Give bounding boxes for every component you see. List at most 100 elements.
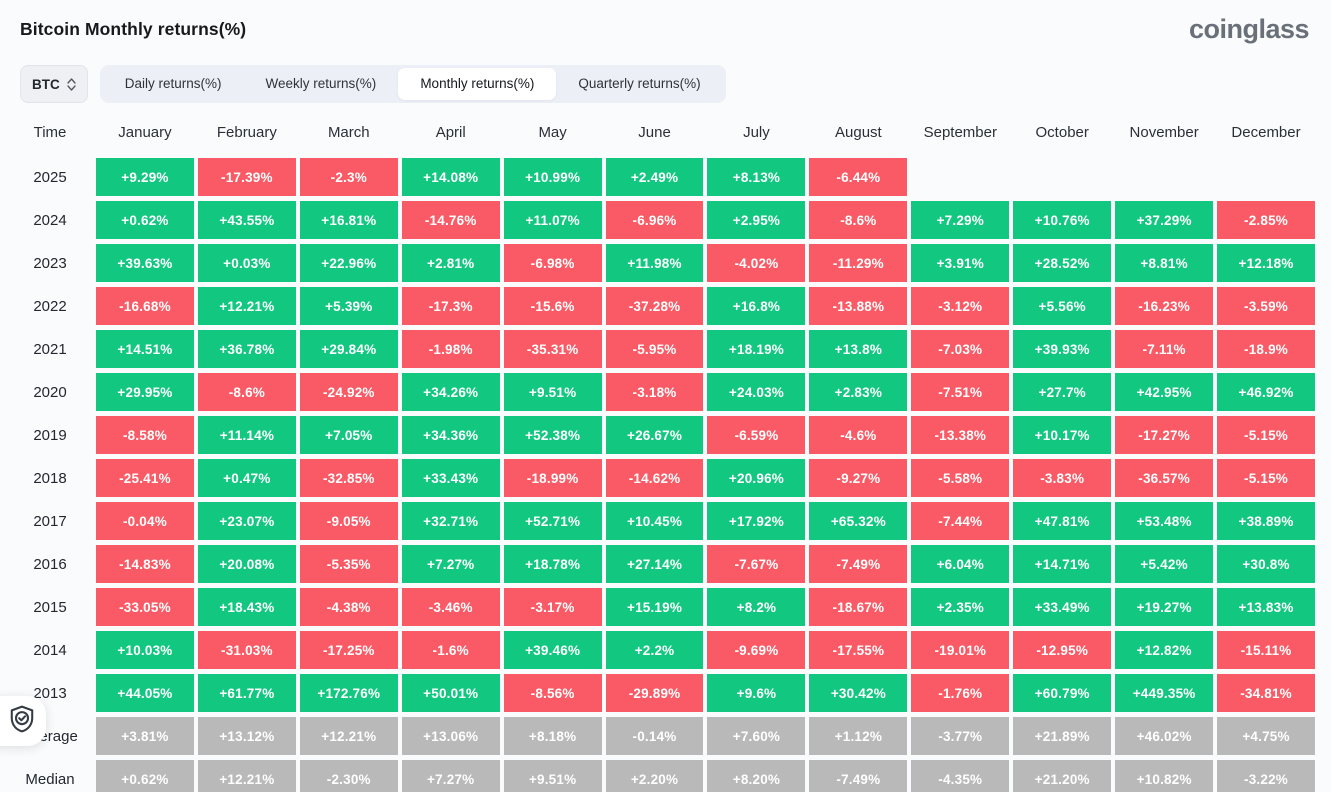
return-cell-2021-december: -18.9% xyxy=(1217,330,1315,368)
return-cell-median-april: +7.27% xyxy=(401,760,500,792)
return-cell-2019-september: -13.38% xyxy=(911,416,1010,454)
column-header-january: January xyxy=(118,123,172,141)
return-cell-2023-august: -11.29% xyxy=(809,244,908,282)
return-cell-2023-october: +28.52% xyxy=(1013,244,1112,282)
return-cell-2020-february: -8.6% xyxy=(197,373,296,411)
return-cell-median-august: -7.49% xyxy=(809,760,908,792)
return-cell-2016-december: +30.8% xyxy=(1217,545,1315,583)
return-cell-2014-april: -1.6% xyxy=(401,631,500,669)
controls-row: BTC Daily returns(%) Weekly returns(%) Mon… xyxy=(20,65,1311,103)
return-cell-2020-december: +46.92% xyxy=(1217,373,1315,411)
return-cell-2013-march: +172.76% xyxy=(299,674,398,712)
return-cell-2025-july: +8.13% xyxy=(707,158,806,196)
tab-monthly-returns[interactable]: Monthly returns(%) xyxy=(398,68,557,100)
return-cell-median-july: +8.20% xyxy=(707,760,806,792)
return-cell-2021-april: -1.98% xyxy=(401,330,500,368)
return-cell-2015-may: -3.17% xyxy=(503,588,602,626)
return-cell-2015-november: +19.27% xyxy=(1115,588,1214,626)
return-cell-2019-january: -8.58% xyxy=(96,416,194,454)
return-cell-2018-june: -14.62% xyxy=(605,459,704,497)
verification-badge[interactable] xyxy=(0,696,46,746)
return-cell-2021-july: +18.19% xyxy=(707,330,806,368)
return-cell-2019-june: +26.67% xyxy=(605,416,704,454)
return-cell-2022-february: +12.21% xyxy=(197,287,296,325)
return-cell-average-august: +1.12% xyxy=(809,717,908,755)
coinglass-logo[interactable]: coinglass xyxy=(1188,14,1310,44)
row-label-2019: 2019 xyxy=(33,426,67,444)
top-bar: Bitcoin Monthly returns(%) coinglass xyxy=(0,0,1331,45)
return-cell-2016-april: +7.27% xyxy=(401,545,500,583)
return-cell-2022-april: -17.3% xyxy=(401,287,500,325)
return-cell-2025-may: +10.99% xyxy=(503,158,602,196)
return-cell-2015-january: -33.05% xyxy=(96,588,194,626)
return-cell-2021-march: +29.84% xyxy=(299,330,398,368)
return-cell-2024-october: +10.76% xyxy=(1013,201,1112,239)
return-cell-average-january: +3.81% xyxy=(96,717,194,755)
return-cell-average-may: +8.18% xyxy=(503,717,602,755)
return-cell-2015-april: -3.46% xyxy=(401,588,500,626)
return-cell-2016-october: +14.71% xyxy=(1013,545,1112,583)
symbol-select-value: BTC xyxy=(32,76,60,92)
return-cell-2022-november: -16.23% xyxy=(1115,287,1214,325)
return-cell-2025-september xyxy=(911,158,1009,196)
return-cell-2015-september: +2.35% xyxy=(911,588,1010,626)
return-cell-2016-june: +27.14% xyxy=(605,545,704,583)
return-cell-2013-february: +61.77% xyxy=(197,674,296,712)
return-cell-2022-january: -16.68% xyxy=(96,287,194,325)
return-cell-2016-may: +18.78% xyxy=(503,545,602,583)
return-cell-2014-november: +12.82% xyxy=(1115,631,1214,669)
return-cell-2018-october: -3.83% xyxy=(1013,459,1112,497)
return-cell-2014-august: -17.55% xyxy=(809,631,908,669)
return-cell-2014-may: +39.46% xyxy=(503,631,602,669)
return-cell-2024-september: +7.29% xyxy=(911,201,1010,239)
return-cell-2023-march: +22.96% xyxy=(299,244,398,282)
column-header-time: Time xyxy=(33,123,67,141)
return-cell-2014-july: -9.69% xyxy=(707,631,806,669)
returns-tabs: Daily returns(%) Weekly returns(%) Monthly… xyxy=(99,65,726,103)
row-label-median: Median xyxy=(25,770,75,788)
return-cell-2017-february: +23.07% xyxy=(197,502,296,540)
return-cell-2013-june: -29.89% xyxy=(605,674,704,712)
return-cell-2023-july: -4.02% xyxy=(707,244,806,282)
return-cell-2022-september: -3.12% xyxy=(911,287,1010,325)
return-cell-2018-november: -36.57% xyxy=(1115,459,1214,497)
return-cell-2025-april: +14.08% xyxy=(401,158,500,196)
return-cell-2025-december xyxy=(1217,158,1315,196)
symbol-select[interactable]: BTC xyxy=(20,65,88,103)
tab-weekly-returns[interactable]: Weekly returns(%) xyxy=(265,76,377,91)
return-cell-2017-may: +52.71% xyxy=(503,502,602,540)
return-cell-2018-august: -9.27% xyxy=(809,459,908,497)
return-cell-2022-december: -3.59% xyxy=(1217,287,1315,325)
return-cell-2018-may: -18.99% xyxy=(503,459,602,497)
return-cell-2024-june: -6.96% xyxy=(605,201,704,239)
return-cell-2020-may: +9.51% xyxy=(503,373,602,411)
return-cell-2013-april: +50.01% xyxy=(401,674,500,712)
column-header-november: November xyxy=(1129,123,1199,141)
column-header-july: July xyxy=(743,123,770,141)
column-header-august: August xyxy=(835,123,882,141)
return-cell-average-march: +12.21% xyxy=(299,717,398,755)
return-cell-2016-september: +6.04% xyxy=(911,545,1010,583)
return-cell-2020-august: +2.83% xyxy=(809,373,908,411)
row-label-2017: 2017 xyxy=(33,512,67,530)
return-cell-2022-october: +5.56% xyxy=(1013,287,1112,325)
return-cell-2019-march: +7.05% xyxy=(299,416,398,454)
row-label-2013: 2013 xyxy=(33,684,67,702)
return-cell-2013-july: +9.6% xyxy=(707,674,806,712)
return-cell-2015-august: -18.67% xyxy=(809,588,908,626)
tab-quarterly-returns[interactable]: Quarterly returns(%) xyxy=(578,76,701,91)
return-cell-2020-april: +34.26% xyxy=(401,373,500,411)
return-cell-2024-march: +16.81% xyxy=(299,201,398,239)
return-cell-2017-january: -0.04% xyxy=(96,502,194,540)
return-cell-2024-november: +37.29% xyxy=(1115,201,1214,239)
return-cell-2025-march: -2.3% xyxy=(299,158,398,196)
return-cell-2022-june: -37.28% xyxy=(605,287,704,325)
return-cell-2023-december: +12.18% xyxy=(1217,244,1315,282)
page-title: Bitcoin Monthly returns(%) xyxy=(20,19,247,39)
return-cell-2020-november: +42.95% xyxy=(1115,373,1214,411)
return-cell-2015-july: +8.2% xyxy=(707,588,806,626)
return-cell-2023-june: +11.98% xyxy=(605,244,704,282)
tab-daily-returns[interactable]: Daily returns(%) xyxy=(124,76,222,91)
return-cell-2022-july: +16.8% xyxy=(707,287,806,325)
return-cell-2013-january: +44.05% xyxy=(96,674,194,712)
